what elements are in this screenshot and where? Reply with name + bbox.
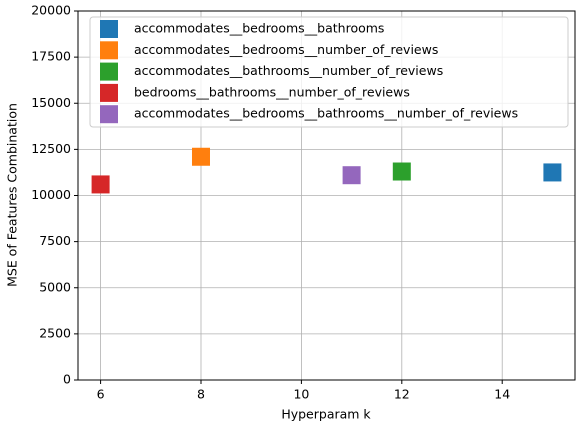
legend-box [89, 16, 569, 128]
legend-marker [100, 20, 118, 38]
x-axis-label: Hyperparam k [281, 407, 371, 422]
point [543, 163, 562, 182]
y-tick-label: 5000 [39, 279, 71, 294]
x-tick-label: 14 [494, 387, 510, 402]
point [392, 162, 411, 181]
point [342, 166, 361, 185]
x-tick-label: 10 [293, 387, 309, 402]
y-tick-label: 0 [63, 372, 71, 387]
legend-marker [100, 83, 118, 102]
y-tick-label: 15000 [31, 95, 71, 110]
legend-label: accommodates__bedrooms__bathrooms [134, 21, 384, 36]
legend-marker [100, 105, 118, 124]
legend-label: accommodates__bedrooms__bathrooms__numbe… [134, 106, 518, 121]
plot-frame [77, 10, 576, 381]
point [191, 147, 210, 166]
y-tick-label: 20000 [31, 3, 71, 18]
point [91, 175, 110, 194]
y-tick-label: 10000 [31, 187, 71, 202]
y-tick-label: 2500 [39, 325, 71, 340]
legend-label: accommodates__bathrooms__number_of_revie… [134, 63, 443, 78]
x-tick-label: 8 [197, 387, 205, 402]
y-tick-label: 12500 [31, 141, 71, 156]
legend-marker [100, 62, 118, 81]
y-tick-label: 17500 [31, 49, 71, 64]
y-axis-label: MSE of Features Combination [5, 103, 20, 287]
legend-marker [100, 41, 118, 60]
legend-label: bedrooms__bathrooms__number_of_reviews [134, 84, 410, 99]
legend-label: accommodates__bedrooms__number_of_review… [134, 42, 438, 57]
x-tick-label: 12 [394, 387, 410, 402]
y-tick-label: 7500 [39, 233, 71, 248]
x-tick-label: 6 [97, 387, 105, 402]
